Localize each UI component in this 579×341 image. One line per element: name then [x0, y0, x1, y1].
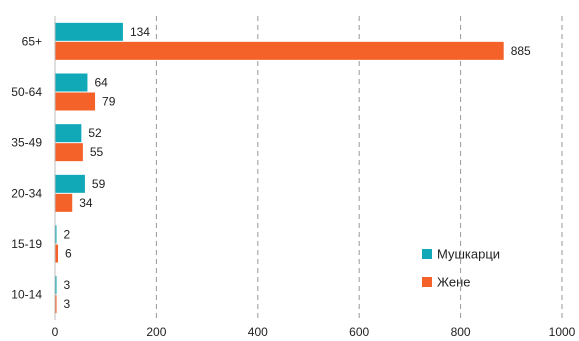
data-label: 79	[102, 95, 116, 109]
bar	[55, 225, 57, 244]
x-tick-label: 400	[248, 325, 268, 339]
data-label: 3	[64, 278, 71, 292]
x-tick-label: 200	[146, 325, 166, 339]
bar	[55, 92, 96, 111]
data-label: 59	[92, 177, 106, 191]
category-label: 65+	[22, 34, 42, 48]
bar	[55, 73, 88, 92]
data-label: 52	[88, 126, 102, 140]
category-label: 10-14	[11, 288, 42, 302]
data-label: 64	[94, 76, 108, 90]
category-label: 20-34	[11, 186, 42, 200]
x-tick-label: 1000	[549, 325, 576, 339]
legend-label: Мушкарци	[437, 247, 500, 262]
data-label: 134	[130, 25, 150, 39]
bar	[55, 276, 57, 295]
legend-label: Жене	[437, 275, 470, 290]
data-label: 2	[64, 228, 71, 242]
bar	[55, 244, 59, 263]
legend: Мушкарци Жене	[422, 247, 500, 290]
bar	[55, 143, 83, 162]
x-tick-label: 600	[349, 325, 369, 339]
data-label: 55	[90, 145, 104, 159]
data-label: 885	[511, 44, 531, 58]
legend-swatch	[422, 249, 432, 259]
data-label: 34	[79, 196, 93, 210]
data-label: 3	[64, 297, 71, 311]
category-label: 15-19	[11, 237, 42, 251]
category-labels: 65+ 50-64 35-49 20-34 15-19 10-14	[11, 34, 42, 301]
bar	[55, 41, 504, 60]
legend-swatch	[422, 277, 432, 287]
x-tick-label: 0	[52, 325, 59, 339]
bar	[55, 295, 57, 314]
category-label: 50-64	[11, 85, 42, 99]
grid-lines	[155, 16, 563, 320]
bar	[55, 22, 123, 41]
bar	[55, 124, 82, 143]
x-tick-label: 800	[451, 325, 471, 339]
x-axis: 0 200 400 600 800 1000	[52, 16, 576, 339]
bars: 134 885 64 79 52 55 59 34 2 6 3 3	[55, 22, 531, 314]
category-label: 35-49	[11, 136, 42, 150]
bar	[55, 193, 73, 212]
data-label: 6	[65, 247, 72, 261]
bar	[55, 174, 85, 193]
